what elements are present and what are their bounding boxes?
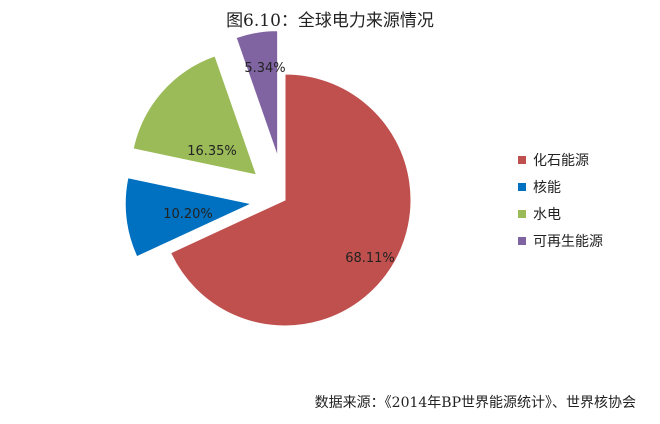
data-source-note: 数据来源：《2014年BP世界能源统计》、世界核协会 xyxy=(314,395,636,411)
legend-label-nuclear: 核能 xyxy=(533,179,561,196)
chart-legend: 化石能源 核能 水电 可再生能源 xyxy=(518,146,603,254)
slice-renewable xyxy=(235,30,279,157)
slice-nuclear xyxy=(124,177,253,258)
label-nuclear: 10.20% xyxy=(163,207,213,222)
legend-label-renewable: 可再生能源 xyxy=(533,233,603,250)
slice-hydro xyxy=(132,55,258,176)
legend-label-hydro: 水电 xyxy=(533,206,561,223)
legend-item-hydro: 水电 xyxy=(518,200,603,227)
pie-labels: 68.11% 10.20% 16.35% 5.34% xyxy=(163,61,395,266)
label-hydro: 16.35% xyxy=(187,144,237,159)
label-renewable: 5.34% xyxy=(244,61,285,76)
legend-label-fossil: 化石能源 xyxy=(533,152,589,169)
legend-item-fossil: 化石能源 xyxy=(518,146,603,173)
legend-swatch-hydro xyxy=(518,209,526,218)
legend-swatch-nuclear xyxy=(518,182,526,191)
pie-slices xyxy=(124,30,412,327)
legend-swatch-renewable xyxy=(518,236,526,245)
label-fossil: 68.11% xyxy=(345,251,395,266)
legend-item-renewable: 可再生能源 xyxy=(518,227,603,254)
legend-item-nuclear: 核能 xyxy=(518,173,603,200)
chart-title: 图6.10：全球电力来源情况 xyxy=(226,11,434,31)
slice-fossil xyxy=(169,73,412,327)
legend-swatch-fossil xyxy=(518,155,526,164)
